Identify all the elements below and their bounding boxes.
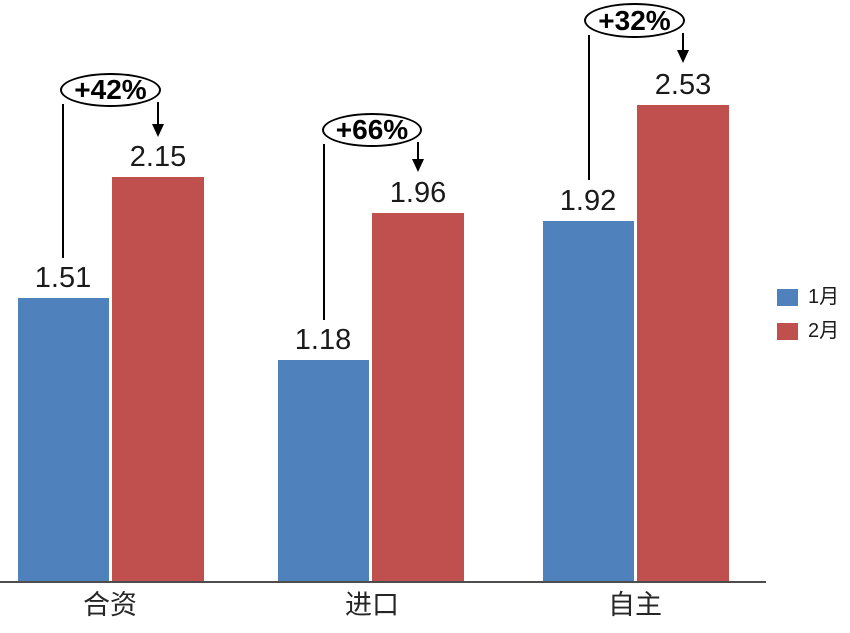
connector-line-jinkou (323, 144, 325, 320)
connector-line-hezi (62, 104, 64, 258)
category-label-hezi: 合资 (83, 590, 137, 620)
arrow-stem-hezi (157, 102, 159, 125)
arrow-down-icon (152, 124, 164, 137)
value-label-feb-zizhu: 2.53 (654, 69, 712, 101)
value-label-jan-zizhu: 1.92 (559, 185, 617, 217)
category-label-zizhu: 自主 (608, 590, 662, 620)
legend-swatch-feb (777, 322, 798, 340)
legend: 1月 2月 (777, 287, 839, 355)
arrow-stem-zizhu (682, 33, 684, 51)
category-label-jinkou: 进口 (345, 590, 399, 620)
bar-jan-jinkou (278, 360, 369, 583)
legend-item-jan: 1月 (777, 287, 839, 307)
arrow-down-icon (677, 50, 689, 63)
value-label-feb-hezi: 2.15 (129, 141, 187, 173)
bar-feb-zizhu (637, 105, 729, 583)
bar-feb-hezi (112, 177, 204, 583)
x-axis-line (0, 581, 766, 583)
growth-badge-jinkou: +66% (322, 113, 422, 147)
legend-label-feb: 2月 (808, 320, 840, 342)
value-label-feb-jinkou: 1.96 (389, 177, 447, 209)
bar-jan-zizhu (543, 221, 634, 583)
value-label-jan-jinkou: 1.18 (294, 324, 352, 356)
bar-feb-jinkou (372, 213, 464, 583)
legend-item-feb: 2月 (777, 321, 839, 341)
arrow-stem-jinkou (417, 142, 419, 160)
legend-label-jan: 1月 (808, 286, 840, 308)
growth-badge-zizhu: +32% (584, 3, 685, 38)
growth-badge-hezi: +42% (60, 73, 161, 107)
value-label-jan-hezi: 1.51 (34, 262, 92, 294)
legend-swatch-jan (777, 288, 798, 306)
connector-line-zizhu (588, 35, 590, 180)
arrow-down-icon (412, 159, 424, 172)
bar-jan-hezi (18, 298, 109, 583)
